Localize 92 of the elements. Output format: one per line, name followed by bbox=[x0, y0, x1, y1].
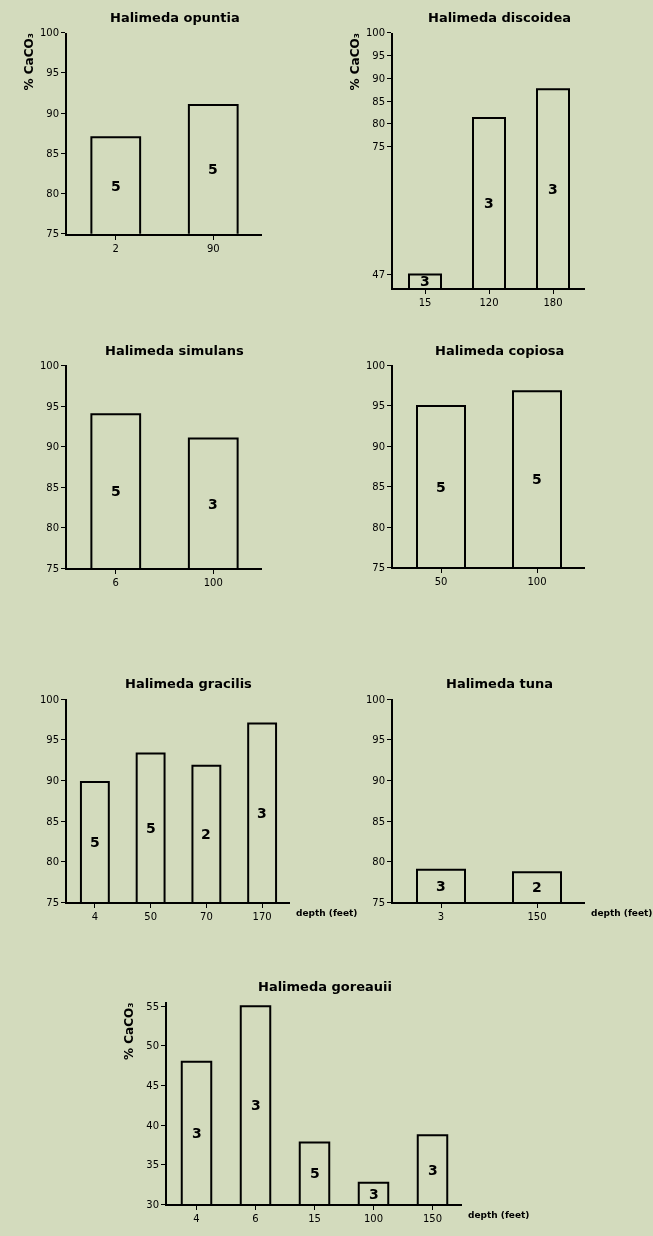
x-tick-label: 180 bbox=[543, 297, 563, 309]
y-tick-label: 80 bbox=[46, 522, 59, 534]
y-tick-label: 100 bbox=[365, 27, 385, 39]
x-tick-label: 4 bbox=[193, 1213, 200, 1225]
y-tick-label: 100 bbox=[39, 693, 59, 705]
annotation: 3 bbox=[436, 878, 446, 894]
x-tick-label: 50 bbox=[434, 576, 448, 588]
y-tick-label: 90 bbox=[372, 440, 385, 452]
x-tick-label: 4 bbox=[91, 911, 99, 923]
y-tick-label: 80 bbox=[372, 521, 385, 533]
annotation: 3 bbox=[192, 1125, 202, 1141]
annotation: 5 bbox=[146, 820, 156, 836]
y-tick-label: 95 bbox=[46, 67, 59, 79]
annotation: 5 bbox=[111, 178, 121, 194]
annotation: 3 bbox=[251, 1097, 261, 1113]
y-tick-label: 85 bbox=[372, 815, 385, 827]
y-tick-label: 55 bbox=[146, 1000, 159, 1012]
annotation: 2 bbox=[201, 826, 211, 842]
y-axis-title: % CaCO₃ bbox=[347, 33, 362, 91]
x-tick-label: 150 bbox=[527, 911, 547, 923]
y-tick-label: 85 bbox=[372, 481, 385, 493]
y-tick-label: 47 bbox=[372, 269, 385, 281]
chart-title: Halimeda goreauii bbox=[258, 979, 392, 994]
y-tick-label: 90 bbox=[372, 774, 385, 786]
annotation: 3 bbox=[257, 805, 267, 821]
x-axis-title: depth (feet) bbox=[591, 908, 653, 918]
y-tick-label: 100 bbox=[365, 693, 385, 705]
chart-title: Halimeda simulans bbox=[105, 343, 245, 358]
x-tick-label: 6 bbox=[112, 577, 119, 589]
annotation: 2 bbox=[532, 879, 542, 895]
y-tick-label: 75 bbox=[46, 562, 59, 574]
annotation: 3 bbox=[420, 273, 430, 289]
y-tick-label: 35 bbox=[146, 1159, 159, 1171]
chart-title: Halimeda gracilis bbox=[125, 676, 253, 691]
x-tick-label: 15 bbox=[308, 1213, 321, 1225]
y-tick-label: 100 bbox=[39, 359, 59, 371]
y-tick-label: 75 bbox=[372, 562, 385, 573]
y-tick-label: 90 bbox=[372, 72, 385, 84]
annotation: 3 bbox=[208, 496, 218, 512]
annotation: 5 bbox=[111, 483, 121, 499]
x-tick-label: 100 bbox=[527, 576, 547, 588]
y-tick-label: 40 bbox=[146, 1119, 159, 1131]
annotation: 3 bbox=[428, 1162, 438, 1178]
y-tick-label: 45 bbox=[146, 1079, 159, 1091]
x-tick-label: 15 bbox=[418, 297, 432, 309]
chart-title: Halimeda copiosa bbox=[435, 343, 565, 358]
y-tick-label: 75 bbox=[46, 228, 59, 240]
annotation: 5 bbox=[532, 471, 542, 487]
y-tick-label: 85 bbox=[46, 147, 59, 159]
chart-title: Halimeda opuntia bbox=[110, 10, 240, 25]
x-tick-label: 170 bbox=[252, 911, 272, 923]
x-tick-label: 70 bbox=[200, 911, 213, 923]
y-tick-label: 90 bbox=[46, 774, 59, 786]
annotation: 5 bbox=[310, 1165, 320, 1181]
y-tick-label: 95 bbox=[46, 734, 59, 746]
annotation: 5 bbox=[436, 479, 446, 495]
x-tick-label: 3 bbox=[437, 911, 445, 923]
y-tick-label: 100 bbox=[365, 359, 385, 371]
chart-title: Halimeda tuna bbox=[446, 676, 554, 691]
y-tick-label: 95 bbox=[46, 400, 59, 412]
x-tick-label: 6 bbox=[252, 1213, 259, 1225]
y-tick-label: 80 bbox=[372, 856, 385, 868]
y-tick-label: 75 bbox=[372, 896, 385, 908]
x-tick-label: 120 bbox=[479, 297, 499, 309]
y-tick-label: 100 bbox=[39, 27, 59, 39]
y-tick-label: 85 bbox=[46, 481, 59, 493]
x-axis-title: depth (feet) bbox=[296, 908, 358, 918]
x-tick-label: 100 bbox=[203, 577, 223, 589]
y-axis-title: % CaCO₃ bbox=[122, 1002, 137, 1060]
y-tick-label: 75 bbox=[372, 141, 385, 153]
y-tick-label: 75 bbox=[46, 896, 59, 908]
y-tick-label: 90 bbox=[46, 441, 59, 453]
y-tick-label: 80 bbox=[46, 188, 59, 200]
y-tick-label: 30 bbox=[146, 1198, 159, 1210]
annotation: 3 bbox=[548, 181, 558, 197]
y-tick-label: 85 bbox=[372, 95, 385, 107]
y-tick-label: 95 bbox=[372, 400, 385, 412]
y-tick-label: 95 bbox=[372, 50, 385, 62]
annotation: 3 bbox=[484, 195, 494, 211]
y-tick-label: 90 bbox=[46, 107, 59, 119]
y-tick-label: 50 bbox=[146, 1040, 159, 1052]
annotation: 5 bbox=[90, 834, 100, 850]
y-tick-label: 95 bbox=[372, 734, 385, 746]
annotation: 3 bbox=[369, 1186, 379, 1202]
chart-title: Halimeda discoidea bbox=[428, 10, 572, 25]
annotation: 5 bbox=[208, 161, 218, 177]
y-axis-title: % CaCO₃ bbox=[21, 33, 36, 91]
x-axis-title: depth (feet) bbox=[468, 1210, 530, 1220]
y-tick-label: 80 bbox=[46, 856, 59, 868]
y-tick-label: 85 bbox=[46, 815, 59, 827]
x-tick-label: 150 bbox=[422, 1213, 443, 1225]
y-tick-label: 80 bbox=[372, 118, 385, 130]
